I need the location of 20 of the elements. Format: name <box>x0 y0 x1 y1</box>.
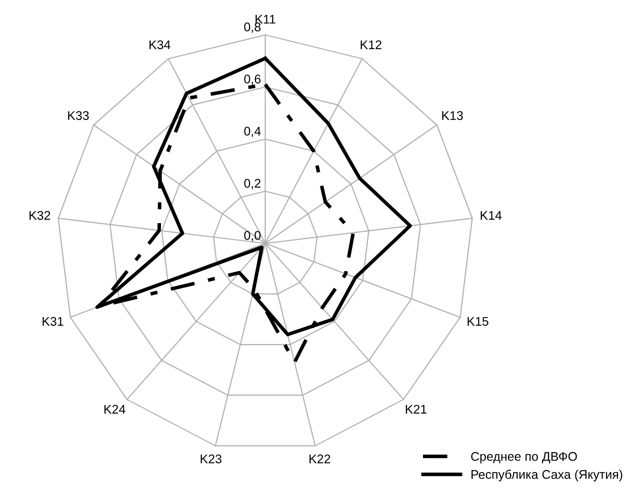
spoke-label: K13 <box>442 111 463 120</box>
spoke-label: K24 <box>104 404 126 414</box>
spoke-label: K21 <box>406 404 426 414</box>
y-tick-label: 0,6 <box>244 74 261 85</box>
spoke-label: K32 <box>30 210 50 220</box>
spoke-label: K23 <box>200 454 222 464</box>
legend-label: Среднее по ДВФО <box>471 452 577 464</box>
y-tick-label: 0,4 <box>244 126 261 138</box>
spoke-label: K31 <box>42 316 64 326</box>
spoke-label: K12 <box>360 40 382 50</box>
spoke-label: K34 <box>150 40 170 50</box>
spoke-label: K33 <box>68 111 89 120</box>
spoke-label: K14 <box>480 211 502 220</box>
y-tick-label: 0,8 <box>244 22 261 33</box>
spoke-label: K15 <box>468 317 488 326</box>
spoke-label: K11 <box>256 14 276 24</box>
y-tick-label: 0,0 <box>244 231 261 242</box>
spoke-label: K22 <box>310 454 330 464</box>
legend-label: Республика Саха (Якутия) <box>472 470 622 482</box>
y-tick-label: 0,2 <box>244 178 260 190</box>
